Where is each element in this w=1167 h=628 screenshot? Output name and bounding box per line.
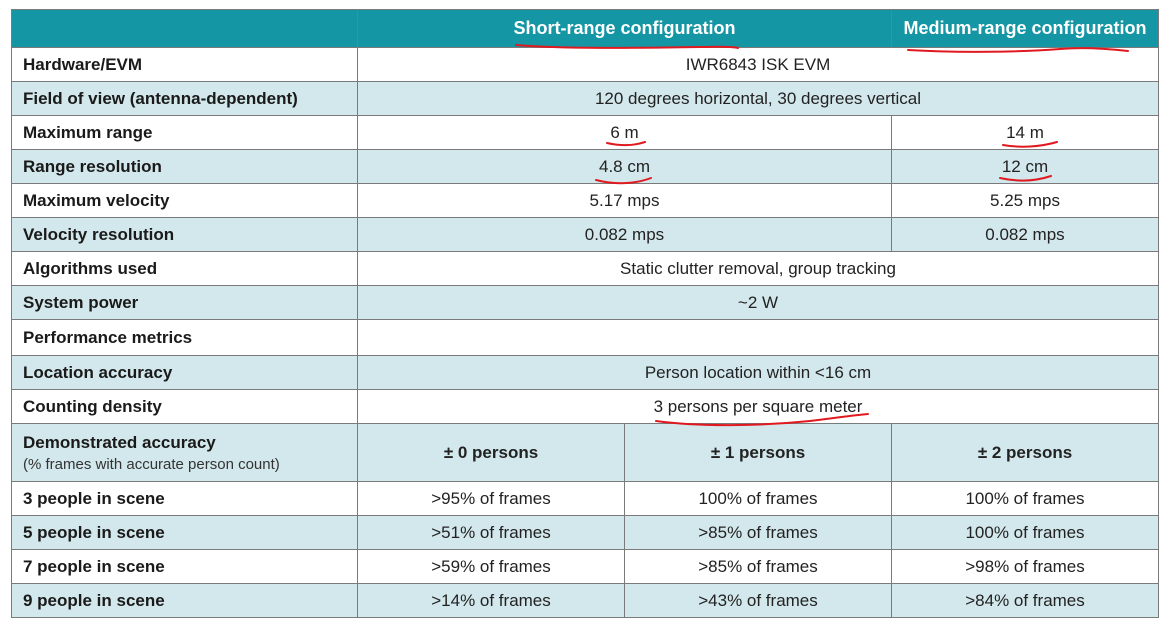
table-row: Counting density 3 persons per square me… <box>11 389 1159 424</box>
accuracy-cell: 100% of frames <box>891 515 1159 550</box>
row-label: Location accuracy <box>11 355 358 390</box>
table-row: 9 people in scene >14% of frames >43% of… <box>11 583 1159 618</box>
location-value: Person location within <16 cm <box>357 355 1159 390</box>
vel-res-short: 0.082 mps <box>357 217 892 252</box>
accuracy-cell: >95% of frames <box>357 481 625 516</box>
table-row: Maximum velocity 5.17 mps 5.25 mps <box>11 183 1159 218</box>
accuracy-cell: >51% of frames <box>357 515 625 550</box>
accuracy-col-1: ± 1 persons <box>624 423 892 482</box>
accuracy-label-cell: Demonstrated accuracy (% frames with acc… <box>11 423 358 482</box>
table-row: Hardware/EVM IWR6843 ISK EVM <box>11 47 1159 82</box>
spec-table: Short-range configuration Medium-range c… <box>11 9 1159 618</box>
accuracy-col-0: ± 0 persons <box>357 423 625 482</box>
row-label: Maximum range <box>11 115 358 150</box>
row-label: Counting density <box>11 389 358 424</box>
header-medium-range: Medium-range configuration <box>891 9 1159 48</box>
range-res-short: 4.8 cm <box>357 149 892 184</box>
table-row: Velocity resolution 0.082 mps 0.082 mps <box>11 217 1159 252</box>
fov-value: 120 degrees horizontal, 30 degrees verti… <box>357 81 1159 116</box>
spec-table-container: Short-range configuration Medium-range c… <box>11 9 1159 618</box>
perf-value <box>357 319 1159 356</box>
accuracy-cell: >85% of frames <box>624 549 892 584</box>
row-label: 9 people in scene <box>11 583 358 618</box>
row-label: 5 people in scene <box>11 515 358 550</box>
accuracy-cell: 100% of frames <box>891 481 1159 516</box>
table-row: 5 people in scene >51% of frames >85% of… <box>11 515 1159 550</box>
power-value: ~2 W <box>357 285 1159 320</box>
hardware-value: IWR6843 ISK EVM <box>357 47 1159 82</box>
max-range-short: 6 m <box>357 115 892 150</box>
row-label: Hardware/EVM <box>11 47 358 82</box>
table-row: Algorithms used Static clutter removal, … <box>11 251 1159 286</box>
accuracy-cell: >98% of frames <box>891 549 1159 584</box>
table-row: Range resolution 4.8 cm 12 cm <box>11 149 1159 184</box>
table-row: Field of view (antenna-dependent) 120 de… <box>11 81 1159 116</box>
table-row: Maximum range 6 m 14 m <box>11 115 1159 150</box>
table-row: Location accuracy Person location within… <box>11 355 1159 390</box>
max-vel-medium: 5.25 mps <box>891 183 1159 218</box>
table-row: 3 people in scene >95% of frames 100% of… <box>11 481 1159 516</box>
row-label: Velocity resolution <box>11 217 358 252</box>
density-value: 3 persons per square meter <box>357 389 1159 424</box>
row-label: Performance metrics <box>11 319 358 356</box>
row-label: 7 people in scene <box>11 549 358 584</box>
table-row: Performance metrics <box>11 319 1159 356</box>
max-range-medium: 14 m <box>891 115 1159 150</box>
algorithms-value: Static clutter removal, group tracking <box>357 251 1159 286</box>
row-label: Range resolution <box>11 149 358 184</box>
table-row: 7 people in scene >59% of frames >85% of… <box>11 549 1159 584</box>
header-short-range: Short-range configuration <box>357 9 892 48</box>
row-label: 3 people in scene <box>11 481 358 516</box>
row-label: Algorithms used <box>11 251 358 286</box>
accuracy-cell: >84% of frames <box>891 583 1159 618</box>
range-res-medium: 12 cm <box>891 149 1159 184</box>
row-label: System power <box>11 285 358 320</box>
row-label: Maximum velocity <box>11 183 358 218</box>
accuracy-col-2: ± 2 persons <box>891 423 1159 482</box>
table-row: System power ~2 W <box>11 285 1159 320</box>
accuracy-label: Demonstrated accuracy <box>23 432 216 452</box>
vel-res-medium: 0.082 mps <box>891 217 1159 252</box>
accuracy-cell: >14% of frames <box>357 583 625 618</box>
row-label: Field of view (antenna-dependent) <box>11 81 358 116</box>
accuracy-cell: 100% of frames <box>624 481 892 516</box>
max-vel-short: 5.17 mps <box>357 183 892 218</box>
header-row: Short-range configuration Medium-range c… <box>11 9 1159 48</box>
accuracy-sublabel: (% frames with accurate person count) <box>23 455 280 473</box>
accuracy-cell: >85% of frames <box>624 515 892 550</box>
accuracy-cell: >43% of frames <box>624 583 892 618</box>
accuracy-cell: >59% of frames <box>357 549 625 584</box>
accuracy-header-row: Demonstrated accuracy (% frames with acc… <box>11 423 1159 482</box>
header-corner <box>11 9 358 48</box>
